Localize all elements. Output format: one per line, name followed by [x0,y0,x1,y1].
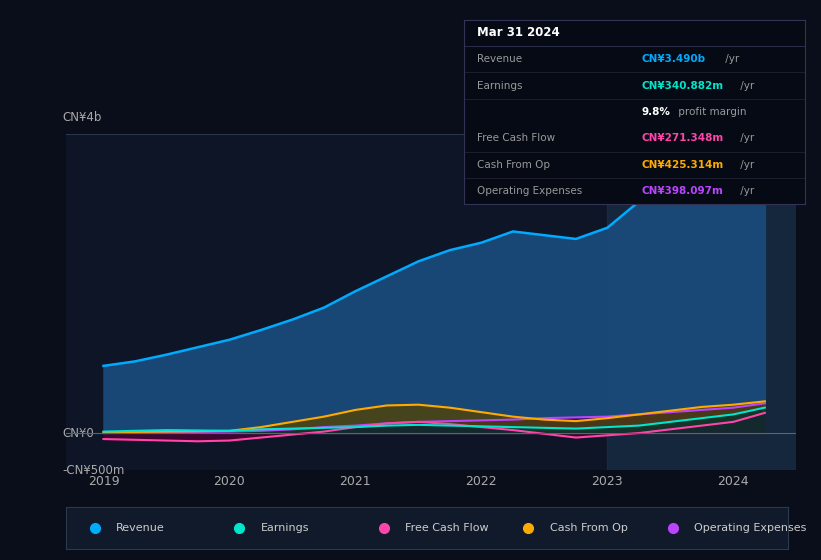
Text: CN¥4b: CN¥4b [62,111,102,124]
Text: Operating Expenses: Operating Expenses [695,523,806,533]
Text: CN¥271.348m: CN¥271.348m [641,133,723,143]
Text: CN¥3.490b: CN¥3.490b [641,54,705,64]
Text: /yr: /yr [737,160,754,170]
Text: Free Cash Flow: Free Cash Flow [478,133,556,143]
Text: Cash From Op: Cash From Op [478,160,551,170]
Text: Earnings: Earnings [261,523,310,533]
Text: profit margin: profit margin [675,107,746,117]
Text: /yr: /yr [737,186,754,196]
Text: Operating Expenses: Operating Expenses [478,186,583,196]
Text: CN¥0: CN¥0 [62,427,94,440]
Text: CN¥398.097m: CN¥398.097m [641,186,723,196]
Bar [608,134,796,470]
Text: /yr: /yr [737,81,754,91]
Text: CN¥425.314m: CN¥425.314m [641,160,723,170]
Text: CN¥340.882m: CN¥340.882m [641,81,723,91]
Text: /yr: /yr [737,133,754,143]
Text: Cash From Op: Cash From Op [550,523,627,533]
Text: Earnings: Earnings [478,81,523,91]
Text: Mar 31 2024: Mar 31 2024 [478,26,560,39]
Text: /yr: /yr [722,54,740,64]
Text: Revenue: Revenue [117,523,165,533]
Text: Free Cash Flow: Free Cash Flow [406,523,488,533]
Text: 9.8%: 9.8% [641,107,670,117]
Text: -CN¥500m: -CN¥500m [62,464,125,477]
Text: Revenue: Revenue [478,54,523,64]
